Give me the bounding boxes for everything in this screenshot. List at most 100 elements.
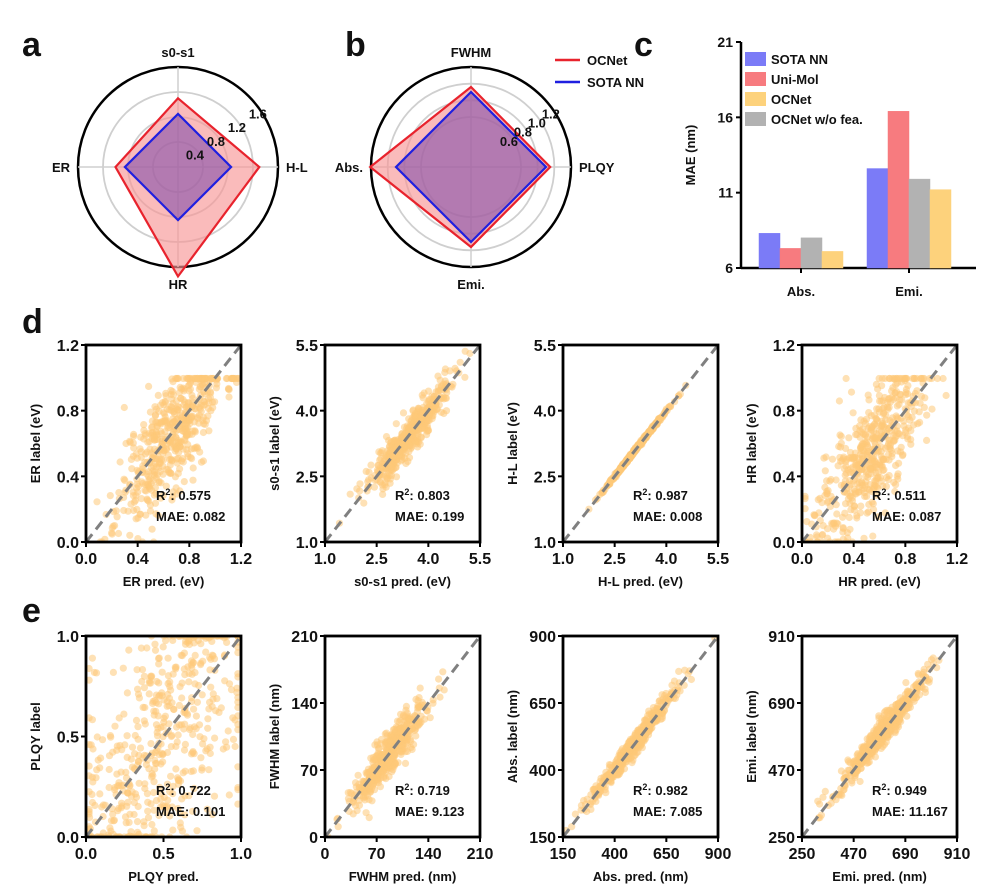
scatter-point [111, 722, 119, 730]
plot-frame [323, 634, 482, 839]
scatter-point [173, 490, 181, 498]
scatter-point [167, 686, 175, 694]
y-tick-label: 21 [717, 34, 733, 50]
scatter-point [150, 433, 158, 441]
scatter-point [158, 749, 166, 758]
scatter-point [117, 804, 125, 812]
y-tick-label: 140 [291, 696, 318, 713]
scatter-point [206, 388, 214, 396]
y-tick-label: 0.0 [57, 535, 79, 552]
scatter-point [125, 646, 133, 654]
scatter-point [334, 823, 342, 831]
scatter-point [119, 664, 127, 672]
scatter-point [164, 654, 172, 662]
scatter-point [193, 698, 201, 706]
scatter-point [165, 468, 173, 476]
scatter-point [353, 485, 361, 493]
scatter-point [133, 818, 142, 826]
scatter-point [187, 445, 195, 453]
panel-letter-d: d [22, 303, 43, 341]
scatter-point [162, 482, 170, 490]
scatter-point [423, 427, 431, 435]
radar-ring-label: 0.8 [514, 125, 532, 140]
scatter-point [151, 499, 160, 507]
x-tick-label: 2.5 [366, 551, 388, 568]
x-tick-label: 5.5 [469, 551, 491, 568]
scatter-point [115, 489, 123, 497]
scatter-point [365, 796, 373, 804]
scatter-point [872, 433, 880, 441]
scatter-point [195, 681, 203, 690]
scatter-point [628, 759, 636, 767]
scatter-point [116, 458, 124, 466]
scatter-point [180, 435, 188, 443]
scatter-point [224, 727, 232, 735]
scatter-point [204, 412, 212, 420]
scatter-points [325, 668, 448, 837]
bar-chart-c: 6 11 16 21 MAE (nm) Abs. Emi. SOTA NN Uni-Mol OCN… [683, 34, 976, 299]
scatter-point [126, 810, 134, 818]
scatter-point [375, 448, 383, 456]
scatter-point [412, 695, 420, 704]
scatter-point [131, 790, 140, 798]
scatter-point [676, 390, 684, 398]
scatter-point [802, 495, 809, 503]
scatter-point [189, 748, 197, 756]
scatter-point [145, 765, 153, 773]
scatter-point [169, 826, 177, 834]
scatter-point [225, 791, 233, 799]
scatter-point [169, 391, 178, 399]
scatter-point [127, 455, 135, 463]
scatter-point [178, 795, 186, 803]
scatter-point [136, 445, 144, 453]
scatter-point [875, 392, 884, 400]
diagonal-line [84, 635, 243, 838]
scatter-point [188, 807, 197, 815]
scatter-point [353, 807, 361, 815]
scatter-point [234, 786, 241, 794]
radar-axis-label: FWHM [451, 45, 491, 60]
scatter-point [840, 785, 848, 794]
scatter-point [869, 466, 877, 474]
scatter-point [109, 668, 117, 677]
scatter-point [130, 498, 138, 506]
scatter-point [234, 698, 241, 706]
scatter-point [916, 418, 924, 426]
scatter-point [123, 732, 131, 740]
y-tick-label: 1.2 [773, 338, 795, 355]
diagonal-line [561, 635, 720, 838]
scatter-point [113, 746, 121, 754]
scatter-point [869, 500, 877, 508]
scatter-point [360, 499, 368, 507]
scatter-point [207, 683, 215, 691]
scatter-point [840, 465, 848, 473]
scatter-point [111, 522, 119, 530]
scatter-point [155, 660, 163, 668]
scatter-point [92, 774, 100, 782]
scatter-point [181, 671, 189, 679]
scatter-point [411, 439, 419, 447]
scatter-point [173, 406, 181, 414]
scatter-point [867, 412, 875, 420]
scatter-point [198, 764, 206, 772]
scatter-point [869, 506, 878, 514]
scatter-point [848, 777, 856, 785]
mae-annotation: MAE: 11.167 [872, 804, 948, 819]
y-tick-label: 0.0 [773, 535, 795, 552]
scatter-point [856, 777, 864, 786]
scatter-point [135, 694, 143, 702]
scatter-point [830, 525, 838, 533]
y-tick-label: 16 [717, 109, 733, 125]
scatter-point [150, 788, 158, 797]
scatter-point [110, 816, 118, 824]
x-tick-label: 0.4 [127, 551, 149, 568]
scatter-point [187, 767, 195, 776]
scatter-point [375, 744, 383, 752]
scatter-point [193, 827, 201, 835]
x-tick-label: 250 [789, 846, 816, 863]
scatter-point [398, 747, 406, 755]
scatter-point [93, 766, 101, 774]
scatter-point [907, 440, 915, 448]
scatter-point [129, 439, 137, 447]
scatter-point [189, 476, 197, 484]
